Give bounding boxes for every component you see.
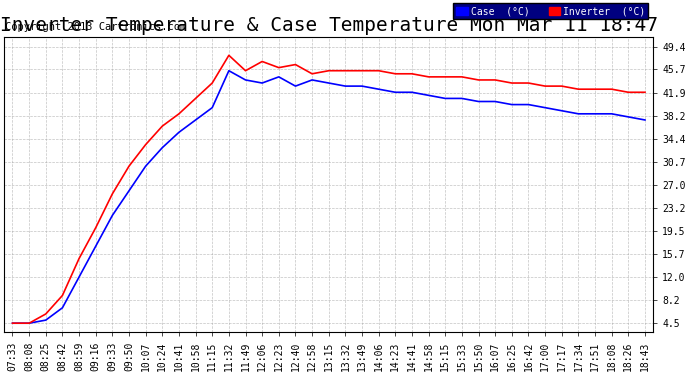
Text: Copyright 2013 Cartronics.com: Copyright 2013 Cartronics.com — [6, 22, 187, 32]
Legend: Case  (°C), Inverter  (°C): Case (°C), Inverter (°C) — [453, 3, 649, 19]
Title: Inverter Temperature & Case Temperature Mon Mar 11 18:47: Inverter Temperature & Case Temperature … — [0, 16, 658, 35]
